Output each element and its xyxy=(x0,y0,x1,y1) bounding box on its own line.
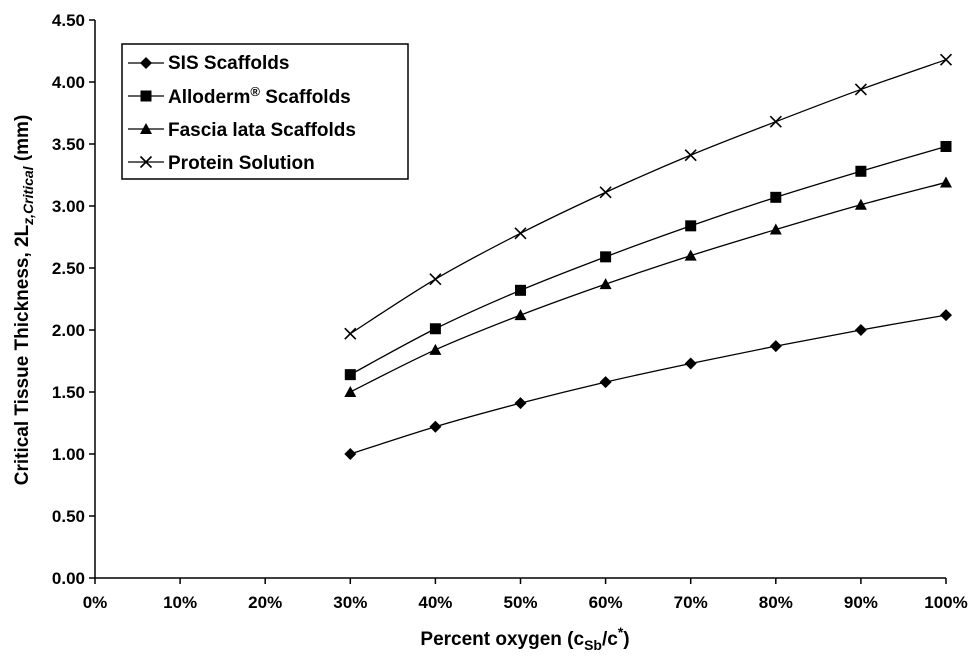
x-tick-label: 10% xyxy=(163,593,197,612)
data-point-1 xyxy=(855,165,867,177)
data-point-2 xyxy=(769,223,782,235)
x-tick-label: 70% xyxy=(674,593,708,612)
x-tick-label: 60% xyxy=(589,593,623,612)
x-tick-label: 0% xyxy=(83,593,108,612)
x-tick-label: 20% xyxy=(248,593,282,612)
data-point-0 xyxy=(940,309,952,322)
data-point-2 xyxy=(514,309,527,321)
axes xyxy=(89,19,947,584)
data-point-2 xyxy=(429,343,442,355)
x-tick-label: 80% xyxy=(759,593,793,612)
legend-marker-2 xyxy=(140,123,152,134)
x-tick-label: 90% xyxy=(844,593,878,612)
legend-marker-3 xyxy=(139,155,153,169)
legend-marker-1 xyxy=(140,90,152,102)
legend-label-alloderm: Alloderm® Scaffolds xyxy=(168,84,351,108)
data-point-2 xyxy=(344,386,357,397)
data-point-2 xyxy=(599,278,612,290)
x-axis-title: Percent oxygen (cSb/c*) xyxy=(420,624,629,652)
legend: SIS Scaffolds Alloderm® Scaffolds Fascia… xyxy=(121,43,409,180)
y-tick-label: 3.50 xyxy=(52,135,85,154)
data-point-1 xyxy=(344,369,356,381)
series-line-2 xyxy=(350,181,947,393)
data-point-3 xyxy=(599,186,612,199)
data-point-0 xyxy=(854,324,867,336)
data-point-2 xyxy=(684,249,697,261)
x-tick-label: 40% xyxy=(418,593,452,612)
data-point-2 xyxy=(940,176,952,188)
legend-marker-0 xyxy=(140,57,152,69)
data-point-0 xyxy=(429,420,442,433)
series-line-0 xyxy=(350,314,947,455)
series-markers xyxy=(344,53,953,460)
x-tick-label: 100% xyxy=(924,593,967,612)
data-point-3 xyxy=(854,83,867,96)
series-line-1 xyxy=(349,145,947,376)
data-point-1 xyxy=(429,323,441,335)
legend-label-fascia: Fascia lata Scaffolds xyxy=(168,120,356,141)
data-point-0 xyxy=(344,448,357,460)
data-point-1 xyxy=(770,191,782,203)
data-point-1 xyxy=(600,251,612,263)
legend-box xyxy=(121,43,409,180)
series-line-3 xyxy=(349,59,947,335)
data-point-0 xyxy=(514,397,527,410)
series-lines xyxy=(349,59,947,455)
data-point-1 xyxy=(515,284,526,296)
data-point-3 xyxy=(939,53,953,66)
x-tick-label: 50% xyxy=(503,593,537,612)
data-point-3 xyxy=(514,227,527,240)
y-tick-label: 4.50 xyxy=(52,11,85,30)
data-point-0 xyxy=(684,357,697,370)
data-point-2 xyxy=(854,198,867,210)
y-tick-label: 0.50 xyxy=(52,507,85,526)
tick-labels: 0.00 0.50 1.00 1.50 2.00 2.50 3.00 3.50 4.00 4.50… xyxy=(52,11,968,612)
data-point-0 xyxy=(769,340,782,353)
legend-label-sis: SIS Scaffolds xyxy=(168,53,289,74)
data-point-3 xyxy=(769,115,782,128)
data-point-3 xyxy=(429,273,442,286)
y-tick-label: 3.00 xyxy=(52,197,85,216)
y-axis-title: Critical Tissue Thickness, 2Lz,Critical … xyxy=(12,115,36,486)
y-tick-label: 2.00 xyxy=(52,321,85,340)
x-tick-label: 30% xyxy=(333,593,367,612)
y-tick-label: 4.00 xyxy=(52,73,85,92)
legend-label-protein: Protein Solution xyxy=(168,153,315,174)
data-point-3 xyxy=(344,327,357,340)
data-point-1 xyxy=(940,140,952,152)
data-point-1 xyxy=(685,220,697,232)
data-point-3 xyxy=(684,149,697,162)
y-tick-label: 0.00 xyxy=(52,569,85,588)
y-tick-label: 1.00 xyxy=(52,445,85,464)
y-tick-label: 1.50 xyxy=(52,383,85,402)
data-point-0 xyxy=(599,376,612,389)
y-tick-label: 2.50 xyxy=(52,259,85,278)
legend-symbols xyxy=(128,57,164,169)
